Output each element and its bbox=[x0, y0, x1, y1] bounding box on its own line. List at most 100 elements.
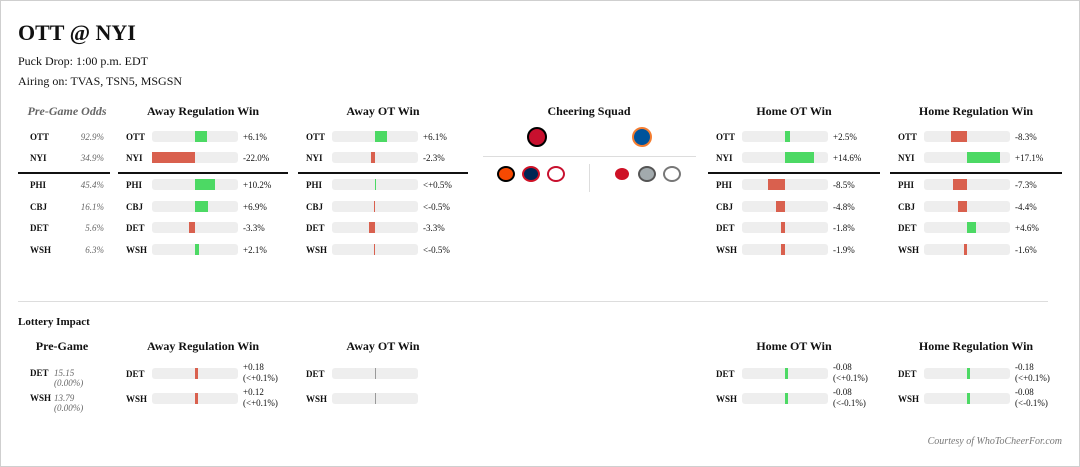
lottery-change-percent: (<-0.1%) bbox=[833, 398, 866, 408]
change-value: -1.8% bbox=[833, 223, 855, 233]
change-bar-track bbox=[332, 222, 418, 233]
change-bar-track bbox=[742, 152, 828, 163]
positive-change-bar bbox=[785, 152, 814, 163]
negative-change-bar bbox=[368, 222, 375, 233]
page-title: OTT @ NYI bbox=[18, 20, 136, 45]
lottery-change-bar bbox=[195, 393, 198, 404]
negative-change-bar bbox=[152, 152, 195, 163]
positive-change-bar bbox=[195, 179, 215, 190]
lottery-team-abbr: DET bbox=[126, 369, 145, 379]
odds-percent: 5.6% bbox=[85, 223, 104, 233]
lottery-change-bar bbox=[375, 368, 376, 379]
lottery-team-abbr: WSH bbox=[30, 393, 52, 403]
change-value: -1.6% bbox=[1015, 245, 1037, 255]
lottery-change-value: +0.18 (<+0.1%) bbox=[243, 362, 278, 384]
team-abbr: NYI bbox=[716, 153, 733, 163]
team-abbr: DET bbox=[898, 223, 917, 233]
negative-change-bar bbox=[958, 201, 967, 212]
lottery-change-percent: (<-0.1%) bbox=[1015, 398, 1048, 408]
team-abbr: DET bbox=[306, 223, 325, 233]
section-rule bbox=[118, 172, 288, 174]
new-york-islanders-logo bbox=[632, 127, 652, 147]
lottery-bar-track bbox=[152, 393, 238, 404]
philadelphia-flyers-logo bbox=[497, 166, 515, 182]
puck-drop-text: Puck Drop: 1:00 p.m. EDT bbox=[18, 54, 148, 68]
odds-percent: 34.9% bbox=[80, 153, 104, 163]
change-bar-track bbox=[742, 201, 828, 212]
change-value: -3.3% bbox=[243, 223, 265, 233]
negative-change-bar bbox=[781, 222, 785, 233]
lottery-pregame-value: 15.15 (0.00%) bbox=[54, 368, 84, 388]
change-value: +6.1% bbox=[243, 132, 267, 142]
team-abbr: PHI bbox=[126, 180, 143, 190]
lottery-home-ot-header: Home OT Win bbox=[756, 339, 832, 353]
lottery-change-percent: (<+0.1%) bbox=[243, 373, 278, 383]
negative-change-bar bbox=[950, 131, 967, 142]
positive-change-bar bbox=[375, 131, 387, 142]
negative-change-bar bbox=[781, 244, 785, 255]
change-value: -1.9% bbox=[833, 245, 855, 255]
change-bar-track bbox=[332, 201, 418, 212]
negative-change-bar bbox=[775, 201, 785, 212]
lottery-away-ot-header: Away OT Win bbox=[346, 339, 420, 353]
change-bar-track bbox=[742, 179, 828, 190]
pregame-odds-header: Pre-Game Odds bbox=[27, 104, 107, 118]
positive-change-bar bbox=[967, 152, 1001, 163]
lottery-bar-track bbox=[924, 393, 1010, 404]
change-value: -3.3% bbox=[423, 223, 445, 233]
team-abbr: OTT bbox=[126, 132, 146, 142]
team-abbr: CBJ bbox=[306, 202, 324, 212]
change-value: -8.3% bbox=[1015, 132, 1037, 142]
change-bar-track bbox=[924, 152, 1010, 163]
change-value: +17.1% bbox=[1015, 153, 1044, 163]
columbus-blue-jackets-logo bbox=[522, 166, 540, 182]
squad-divider bbox=[483, 156, 696, 157]
lottery-change-bar bbox=[785, 393, 788, 404]
lottery-team-abbr: WSH bbox=[306, 394, 328, 404]
team-abbr: NYI bbox=[126, 153, 143, 163]
change-bar-track bbox=[924, 244, 1010, 255]
lottery-change-bar bbox=[967, 368, 970, 379]
team-abbr: WSH bbox=[126, 245, 148, 255]
change-bar-track bbox=[332, 179, 418, 190]
odds-team-abbr: CBJ bbox=[30, 202, 48, 212]
negative-change-bar bbox=[188, 222, 195, 233]
negative-change-bar bbox=[768, 179, 785, 190]
change-bar-track bbox=[924, 179, 1010, 190]
lottery-change-amount: -0.18 bbox=[1015, 362, 1034, 372]
odds-percent: 6.3% bbox=[85, 245, 104, 255]
lottery-change-amount: +0.18 bbox=[243, 362, 264, 372]
lottery-impact-title: Lottery Impact bbox=[18, 316, 90, 328]
lottery-team-abbr: WSH bbox=[898, 394, 920, 404]
team-abbr: OTT bbox=[898, 132, 918, 142]
lottery-change-amount: -0.08 bbox=[833, 362, 852, 372]
change-bar-track bbox=[742, 222, 828, 233]
odds-team-abbr: NYI bbox=[30, 153, 47, 163]
lottery-change-bar bbox=[785, 368, 788, 379]
team-abbr: NYI bbox=[306, 153, 323, 163]
change-value: <-0.5% bbox=[423, 202, 450, 212]
change-value: <-0.5% bbox=[423, 245, 450, 255]
lottery-bar-track bbox=[332, 393, 418, 404]
change-bar-track bbox=[924, 131, 1010, 142]
odds-team-abbr: PHI bbox=[30, 180, 47, 190]
lottery-team-abbr: DET bbox=[30, 368, 49, 378]
change-bar-track bbox=[332, 152, 418, 163]
section-rule bbox=[708, 172, 880, 174]
change-bar-track bbox=[152, 222, 238, 233]
change-bar-track bbox=[742, 244, 828, 255]
negative-change-bar bbox=[370, 152, 375, 163]
change-value: +2.5% bbox=[833, 132, 857, 142]
lottery-change-value: -0.08 (<-0.1%) bbox=[1015, 387, 1048, 409]
change-bar-track bbox=[152, 201, 238, 212]
team-abbr: DET bbox=[716, 223, 735, 233]
detroit-red-wings-logo bbox=[613, 166, 631, 182]
odds-team-abbr: WSH bbox=[30, 245, 52, 255]
cheering-squad-header: Cheering Squad bbox=[547, 104, 631, 118]
lottery-change-value: -0.08 (<+0.1%) bbox=[833, 362, 868, 384]
positive-change-bar bbox=[967, 222, 976, 233]
lottery-change-value: -0.18 (<+0.1%) bbox=[1015, 362, 1050, 384]
odds-divider bbox=[18, 172, 110, 174]
change-value: -4.4% bbox=[1015, 202, 1037, 212]
lottery-change-value: -0.08 (<-0.1%) bbox=[833, 387, 866, 409]
